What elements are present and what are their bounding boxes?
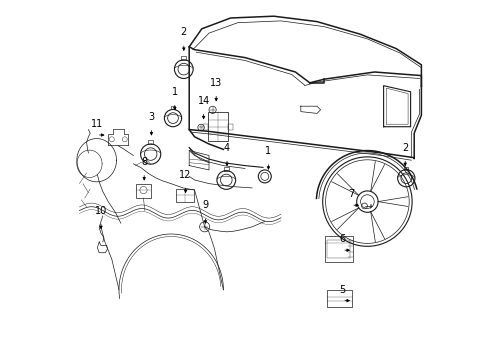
Text: 1: 1 <box>266 146 271 156</box>
Bar <box>327 290 351 307</box>
Text: 2: 2 <box>181 27 187 37</box>
Text: 14: 14 <box>197 96 210 106</box>
Text: 9: 9 <box>202 200 208 210</box>
Text: 1: 1 <box>172 87 178 97</box>
Text: 2: 2 <box>402 143 408 153</box>
Bar <box>228 124 233 130</box>
Text: 8: 8 <box>141 157 147 167</box>
Text: 10: 10 <box>95 206 107 216</box>
Bar <box>327 240 350 258</box>
Text: 5: 5 <box>339 285 345 295</box>
Text: 7: 7 <box>348 189 354 199</box>
Bar <box>136 184 151 198</box>
Text: 11: 11 <box>91 119 103 129</box>
Text: 4: 4 <box>224 143 230 153</box>
Bar <box>324 236 353 262</box>
Text: 3: 3 <box>148 112 154 122</box>
Bar <box>208 112 228 141</box>
Text: 13: 13 <box>210 78 222 88</box>
Text: 6: 6 <box>339 234 345 244</box>
Bar <box>203 124 208 130</box>
Bar <box>175 189 194 202</box>
Text: 12: 12 <box>179 170 192 180</box>
